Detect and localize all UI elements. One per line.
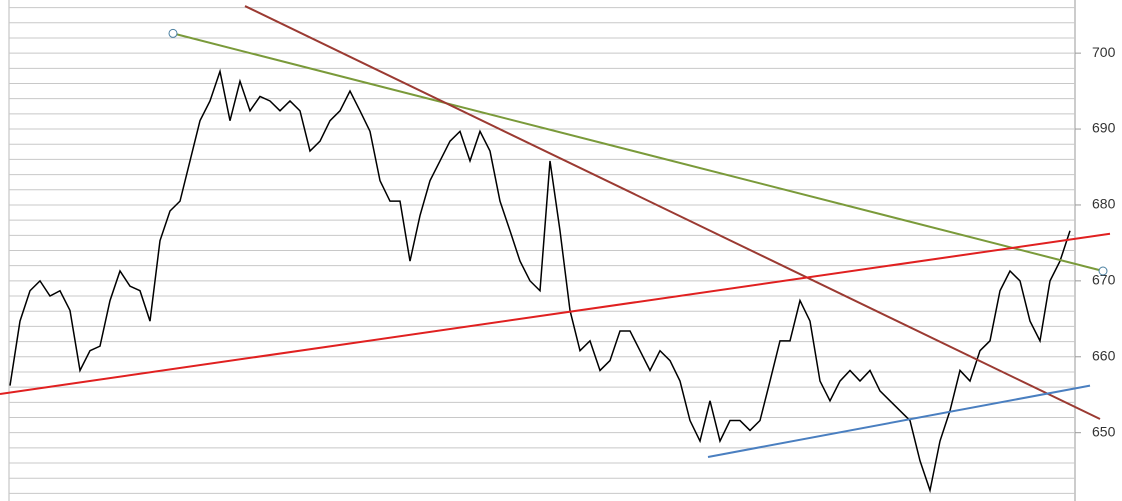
y-tick-label: 690 xyxy=(1092,120,1116,136)
trendline xyxy=(172,32,1104,272)
trendline xyxy=(244,5,1101,420)
y-tick-label: 680 xyxy=(1092,196,1116,212)
trendline xyxy=(707,384,1091,458)
y-tick-label: 650 xyxy=(1092,423,1116,439)
y-tick-label: 670 xyxy=(1092,272,1116,288)
y-tick-label: 700 xyxy=(1092,44,1116,60)
trendline xyxy=(0,232,1111,395)
y-tick-label: 660 xyxy=(1092,347,1116,363)
price-line xyxy=(9,68,1071,494)
trendline-handle xyxy=(168,28,178,38)
trendline-handle xyxy=(1098,266,1108,276)
